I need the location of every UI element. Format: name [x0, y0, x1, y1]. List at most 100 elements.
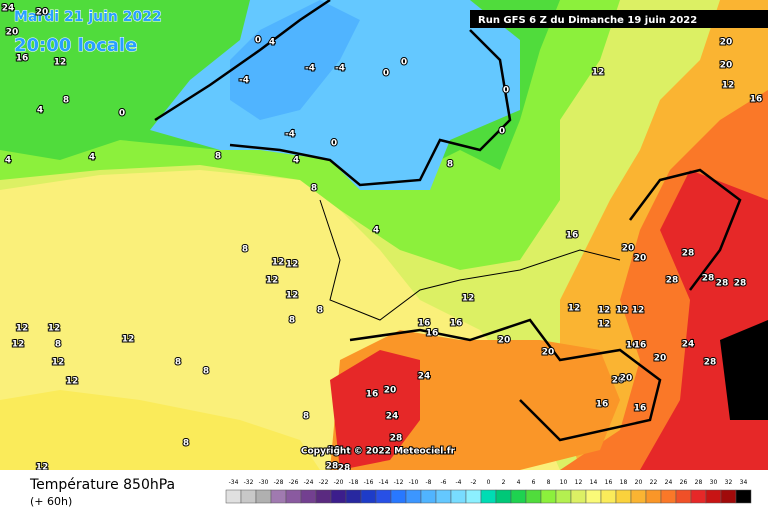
contour-label: 16 [634, 404, 647, 414]
contour-label: 8 [175, 358, 181, 368]
contour-label: 12 [598, 306, 611, 316]
colorbar-cell [420, 489, 437, 504]
contour-label: -4 [239, 76, 249, 86]
colorbar-cell [600, 489, 617, 504]
run-info: Run GFS 6 Z du Dimanche 19 juin 2022 [478, 15, 697, 26]
contour-label: 8 [55, 340, 61, 350]
contour-label: 8 [447, 160, 453, 170]
colorbar-cell [510, 489, 527, 504]
contour-label: 12 [66, 377, 79, 387]
contour-label: 12 [54, 58, 67, 68]
contour-label: 20 [384, 386, 397, 396]
colorbar-label: -10 [409, 479, 419, 486]
contour-label: 0 [383, 69, 389, 79]
colorbar-cell [735, 489, 752, 504]
contour-label: 8 [242, 245, 248, 255]
contour-label: 8 [289, 316, 295, 326]
contour-label: 8 [215, 152, 221, 162]
contour-label: 12 [722, 81, 735, 91]
colorbar-cell [570, 489, 587, 504]
colorbar-label: -12 [394, 479, 404, 486]
contour-label: 16 [366, 390, 379, 400]
colorbar-label: -8 [426, 479, 432, 486]
time: 20:00 locale [14, 35, 137, 56]
colorbar-label: -18 [349, 479, 359, 486]
contour-label: 28 [704, 358, 717, 368]
contour-label: 8 [63, 96, 69, 106]
contour-label: 12 [122, 335, 135, 345]
contour-label: 20 [620, 374, 633, 384]
contour-label: 24 [2, 4, 15, 14]
colorbar-cell [495, 489, 512, 504]
contour-label: 8 [203, 367, 209, 377]
contour-label: 16 [596, 400, 609, 410]
contour-label: 16 [16, 54, 29, 64]
colorbar-label: 26 [680, 479, 688, 486]
colorbar: -34 -32 -30 -28 -26 -24 -22 -20 -18 -16 -14 -12 -10-… [225, 479, 752, 504]
colorbar-cell [615, 489, 632, 504]
colorbar-label: 2 [502, 479, 506, 486]
contour-label: 16 [750, 95, 763, 105]
contour-label: 4 [373, 226, 379, 236]
colorbar-cell [525, 489, 542, 504]
contour-label: 20 [542, 348, 555, 358]
colorbar-cell [240, 489, 257, 504]
colorbar-label: -20 [334, 479, 344, 486]
colorbar-label: 8 [547, 479, 551, 486]
coastlines [154, 0, 742, 442]
contour-label: 12 [16, 324, 29, 334]
colorbar-cell [285, 489, 302, 504]
contour-label: 0 [401, 58, 407, 68]
colorbar-cell [405, 489, 422, 504]
lead-time: (+ 60h) [30, 495, 72, 508]
contour-label: 4 [89, 153, 95, 163]
colorbar-cell [435, 489, 452, 504]
contour-label: 12 [616, 306, 629, 316]
colorbar-cell [330, 489, 347, 504]
contour-label: 28 [702, 274, 715, 284]
colorbar-label: -22 [319, 479, 329, 486]
contour-label: 20 [328, 446, 341, 456]
copyright: Copyright © 2022 Meteociel.fr [301, 447, 456, 457]
colorbar-cell [720, 489, 737, 504]
contour-label: 0 [331, 139, 337, 149]
colorbar-label: 32 [725, 479, 733, 486]
contour-label: 0 [119, 109, 125, 119]
colorbar-cell [360, 489, 377, 504]
contour-label: 12 [592, 68, 605, 78]
contour-label: 4 [5, 156, 11, 166]
contour-label: 28 [734, 279, 747, 289]
colorbar-label: -30 [259, 479, 269, 486]
colorbar-label: 12 [575, 479, 583, 486]
colorbar-label: 6 [532, 479, 536, 486]
contour-label: 4 [293, 156, 299, 166]
contour-label: 16 [426, 329, 439, 339]
colorbar-cell [270, 489, 287, 504]
colorbar-cell [375, 489, 392, 504]
colorbar-cell [465, 489, 482, 504]
colorbar-cell [645, 489, 662, 504]
contour-label: 12 [12, 340, 25, 350]
colorbar-cell [315, 489, 332, 504]
contour-label: 4 [269, 38, 275, 48]
colorbar-label: -34 [229, 479, 239, 486]
colorbar-label: 28 [695, 479, 703, 486]
contour-label: 0 [499, 127, 505, 137]
contour-label: 16 [634, 341, 647, 351]
colorbar-label: -4 [456, 479, 462, 486]
colorbar-label: 30 [710, 479, 718, 486]
colorbar-label: -6 [441, 479, 447, 486]
contour-label: 12 [286, 260, 299, 270]
colorbar-cell [225, 489, 242, 504]
contour-label: 12 [632, 306, 645, 316]
colorbar-label: 0 [487, 479, 491, 486]
colorbar-cell [540, 489, 557, 504]
contour-label: 12 [48, 324, 61, 334]
colorbar-label: -26 [289, 479, 299, 486]
colorbar-cell [555, 489, 572, 504]
colorbar-label: 16 [605, 479, 613, 486]
colorbar-label: 14 [590, 479, 598, 486]
contour-label: 20 [612, 376, 625, 386]
